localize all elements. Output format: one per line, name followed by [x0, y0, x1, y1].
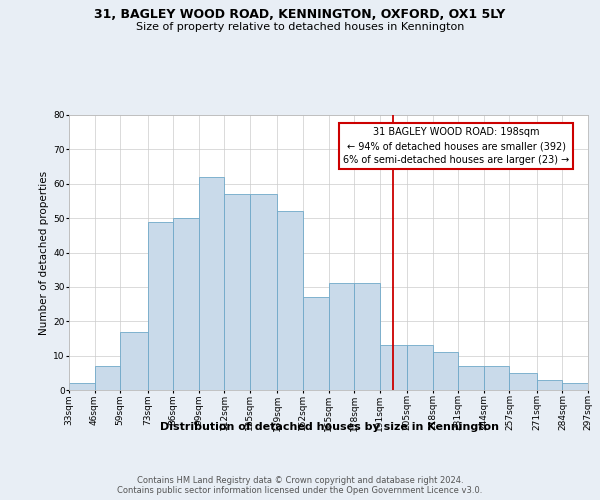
Bar — [433, 352, 458, 390]
Bar — [148, 222, 173, 390]
Bar — [329, 284, 354, 390]
Bar — [303, 297, 329, 390]
Bar — [250, 194, 277, 390]
Bar — [95, 366, 120, 390]
Bar — [69, 383, 95, 390]
Text: Size of property relative to detached houses in Kennington: Size of property relative to detached ho… — [136, 22, 464, 32]
Bar — [277, 211, 303, 390]
Text: Contains HM Land Registry data © Crown copyright and database right 2024.
Contai: Contains HM Land Registry data © Crown c… — [118, 476, 482, 495]
Text: Distribution of detached houses by size in Kennington: Distribution of detached houses by size … — [161, 422, 499, 432]
Bar — [354, 284, 380, 390]
Bar — [173, 218, 199, 390]
Bar — [407, 346, 433, 390]
Text: 31 BAGLEY WOOD ROAD: 198sqm
← 94% of detached houses are smaller (392)
6% of sem: 31 BAGLEY WOOD ROAD: 198sqm ← 94% of det… — [343, 127, 569, 165]
Bar — [458, 366, 484, 390]
Bar — [484, 366, 509, 390]
Bar — [509, 373, 537, 390]
Bar — [562, 383, 588, 390]
Bar — [199, 177, 224, 390]
Bar — [120, 332, 148, 390]
Text: 31, BAGLEY WOOD ROAD, KENNINGTON, OXFORD, OX1 5LY: 31, BAGLEY WOOD ROAD, KENNINGTON, OXFORD… — [94, 8, 506, 20]
Bar — [224, 194, 250, 390]
Bar — [537, 380, 562, 390]
Y-axis label: Number of detached properties: Number of detached properties — [39, 170, 49, 334]
Bar — [380, 346, 407, 390]
